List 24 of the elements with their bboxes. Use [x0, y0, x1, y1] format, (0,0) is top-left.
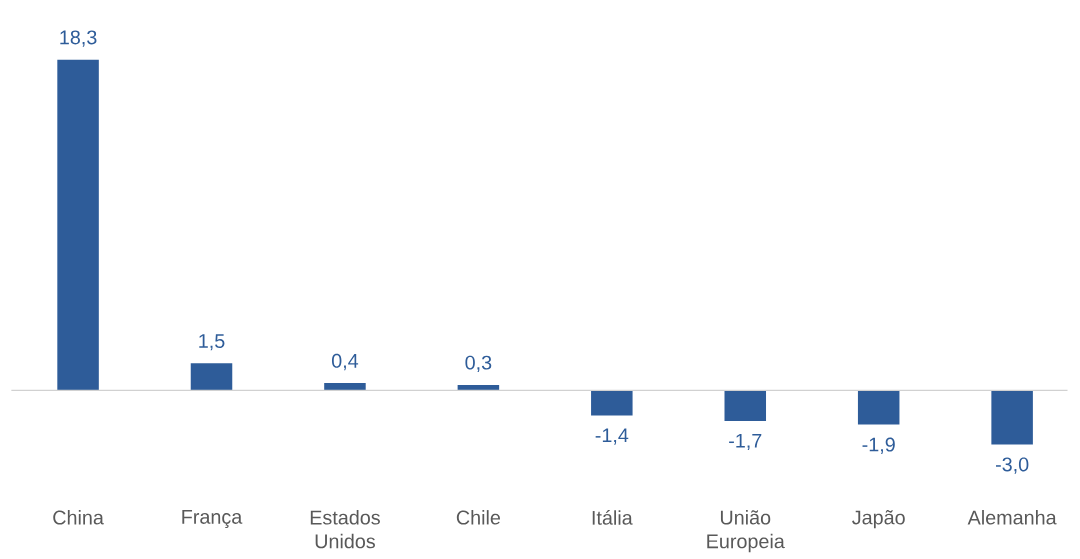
data-label: -3,0	[995, 457, 1029, 474]
bar	[57, 59, 99, 391]
data-label: 18,3	[60, 30, 97, 47]
bar	[857, 390, 900, 425]
x-tick-label: França	[182, 510, 243, 528]
data-label: 0,4	[331, 353, 359, 371]
x-tick-label: Estados Unidos	[310, 510, 380, 549]
x-tick-label: Japão	[852, 510, 905, 529]
x-tick-label: Chile	[456, 510, 501, 525]
bar	[324, 383, 366, 391]
data-label: 1,5	[199, 334, 225, 351]
data-label: -1,9	[862, 437, 895, 454]
x-tick-label: Itália	[592, 510, 633, 525]
bar	[457, 384, 500, 391]
x-tick-label: China	[53, 510, 104, 525]
x-tick-label: Alemanha	[967, 510, 1057, 525]
data-label: -1,4	[595, 428, 629, 445]
data-label: 0,3	[465, 355, 492, 373]
bar	[190, 363, 233, 391]
bar	[991, 390, 1033, 445]
data-label: -1,7	[729, 434, 762, 451]
bar	[591, 390, 633, 416]
bar	[724, 390, 767, 422]
x-tick-label: União Europeia	[707, 510, 785, 553]
